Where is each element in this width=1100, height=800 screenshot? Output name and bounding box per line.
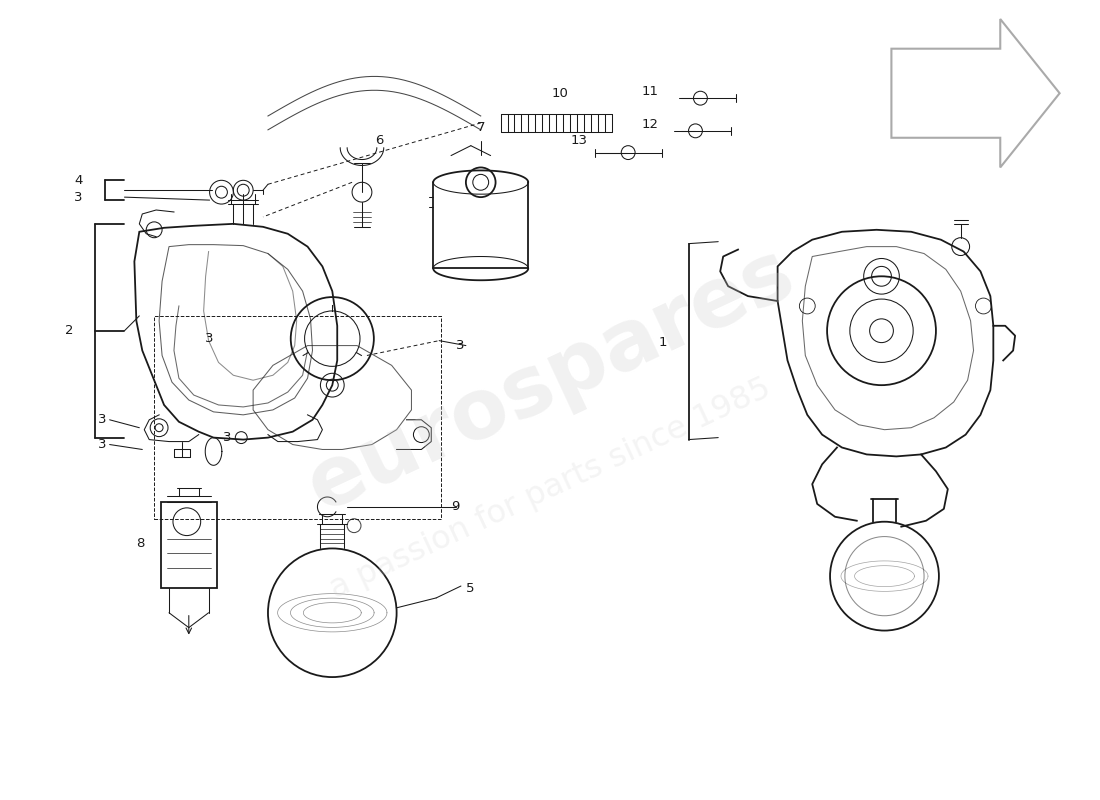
Text: 10: 10 bbox=[551, 86, 569, 100]
Text: 12: 12 bbox=[642, 118, 659, 131]
Text: 3: 3 bbox=[223, 431, 231, 444]
Text: 4: 4 bbox=[75, 174, 82, 187]
Text: 3: 3 bbox=[98, 438, 107, 451]
Text: eurospares: eurospares bbox=[294, 232, 806, 529]
Text: 7: 7 bbox=[476, 122, 485, 134]
Text: 8: 8 bbox=[136, 537, 144, 550]
Text: 3: 3 bbox=[456, 339, 464, 352]
Text: 3: 3 bbox=[205, 332, 213, 345]
Text: 6: 6 bbox=[375, 134, 384, 147]
Text: 13: 13 bbox=[571, 134, 587, 147]
Text: 3: 3 bbox=[98, 414, 107, 426]
Text: 3: 3 bbox=[75, 190, 82, 204]
Text: 9: 9 bbox=[451, 500, 460, 514]
Text: 1: 1 bbox=[658, 336, 667, 349]
Text: a passion for parts since 1985: a passion for parts since 1985 bbox=[324, 373, 776, 605]
Text: 11: 11 bbox=[642, 85, 659, 98]
Text: 2: 2 bbox=[65, 324, 73, 338]
Text: 5: 5 bbox=[466, 582, 474, 594]
